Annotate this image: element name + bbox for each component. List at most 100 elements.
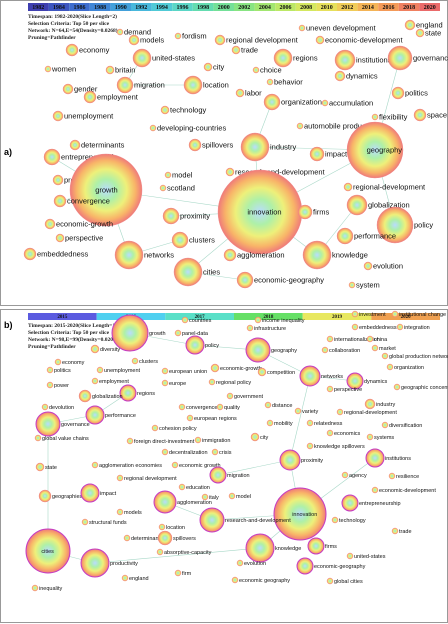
node-label: organization [281, 98, 322, 107]
node [231, 576, 239, 584]
node [91, 377, 99, 385]
node [273, 48, 293, 68]
node [160, 105, 170, 115]
timeline-cell [234, 3, 255, 11]
node [91, 461, 99, 469]
node [178, 403, 186, 411]
timeline-year: 1986 [74, 5, 86, 11]
node [83, 90, 97, 104]
node-label: economic-growth [56, 220, 113, 229]
node [346, 372, 364, 390]
edge [289, 375, 311, 461]
node-label: women [51, 65, 76, 74]
node-label: firm [182, 571, 192, 577]
edge [217, 459, 291, 476]
timeline-year: 2018 [403, 5, 415, 11]
timeline-cell [213, 3, 234, 11]
node-label: institutions [385, 456, 411, 462]
timeline-year: 2012 [341, 5, 353, 11]
node [226, 392, 234, 400]
node-label: unemployment [64, 112, 114, 121]
node-label: entrepreneurship [61, 153, 118, 162]
node [208, 378, 216, 386]
node [366, 433, 374, 441]
node-label: geographic concentration [401, 385, 448, 391]
node [114, 240, 144, 270]
node-label: performance [354, 232, 396, 241]
node-label: diversification [389, 423, 422, 429]
node [132, 48, 152, 68]
node-label: space [427, 111, 447, 120]
node [43, 148, 61, 166]
node [351, 323, 359, 331]
node [231, 45, 241, 55]
node [331, 516, 339, 524]
node-label: firms [325, 544, 337, 550]
node [201, 493, 209, 501]
timeline-year: 2002 [238, 5, 250, 11]
network-info: Timespan: 2015-2020(Slice Length=1) [28, 322, 117, 329]
node-label: economy [62, 360, 85, 366]
node-label: models [140, 36, 164, 45]
node-label: regional-development [353, 183, 426, 192]
node [306, 442, 314, 450]
node [371, 113, 379, 121]
node [158, 523, 166, 531]
timeline-cell [28, 313, 97, 320]
node-label: devolution [49, 405, 74, 411]
node-label: state [45, 465, 57, 471]
node-label: england [129, 576, 149, 582]
node [388, 472, 396, 480]
timeline-cell [89, 3, 111, 11]
node-label: choice [260, 66, 282, 75]
node-label: economics [334, 431, 361, 437]
node-label: employment [97, 93, 139, 102]
node [53, 194, 67, 208]
timeline-year: 1984 [53, 5, 65, 11]
timeline-cell [295, 3, 317, 11]
node-label: internationalization [334, 337, 380, 343]
node [266, 78, 274, 86]
node-label: global cities [334, 579, 363, 585]
node [228, 492, 236, 500]
node-label: evolution [373, 262, 403, 271]
node-label: productivity [110, 561, 138, 567]
node [181, 316, 189, 324]
node [279, 449, 301, 471]
node-label: determinants [81, 141, 125, 150]
timeline-cell [357, 3, 379, 11]
timeline-year: 1996 [177, 5, 189, 11]
node-label: economic geography [239, 578, 290, 584]
network-info: Selection Criteria: Top 50 per slice [28, 330, 110, 336]
node-label: regions [137, 391, 155, 397]
timeline-cell [110, 3, 131, 11]
network-info: Timespan: 1982-2020(Slice Length=2) [28, 13, 117, 20]
node-label: institutions [356, 56, 392, 65]
node [23, 247, 37, 261]
node-label: economic-development [325, 36, 403, 45]
node-label: behavior [274, 78, 303, 87]
node-label: cities [41, 549, 54, 555]
panel-a-label: a) [4, 147, 12, 157]
node [116, 76, 134, 94]
timeline-year: 2015 [57, 315, 68, 320]
node-label: state [425, 29, 441, 38]
node [171, 461, 179, 469]
timeline-year: 2006 [280, 5, 292, 11]
node [413, 108, 427, 122]
node [236, 559, 244, 567]
node [315, 35, 325, 45]
node [80, 483, 100, 503]
node-label: perspective [334, 387, 362, 393]
node-label: economic growth [179, 463, 221, 469]
node-label: evolution [244, 561, 266, 567]
timeline-year: 1992 [135, 5, 147, 11]
timeline-cell [165, 313, 234, 320]
node-label: systems [374, 435, 394, 441]
node [391, 310, 399, 318]
timeline-year: 2000 [218, 5, 230, 11]
node [341, 471, 349, 479]
timeline-year: 2017 [195, 315, 206, 320]
node-label: policy [205, 343, 219, 349]
node-label: clusters [139, 359, 158, 365]
